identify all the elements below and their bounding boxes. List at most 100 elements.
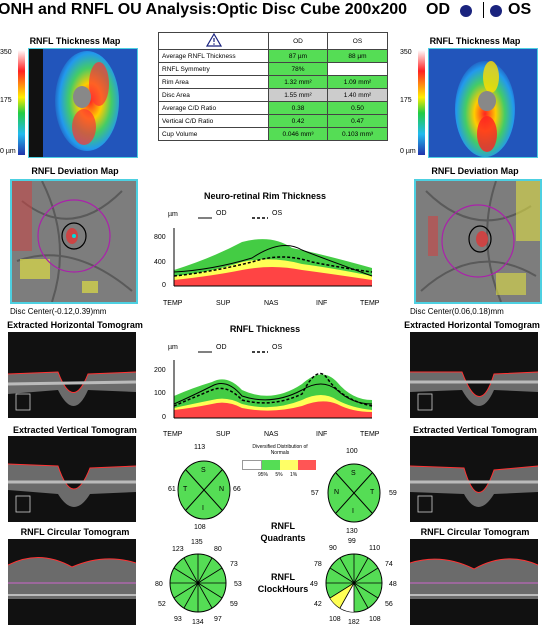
rnfl-xtick-temp-end: TEMP	[360, 431, 380, 438]
rnfl-xtick-sup: SUP	[216, 431, 231, 438]
table-row-label: Average RNFL Thickness	[158, 49, 269, 63]
clockhours-label-line1: RNFL	[271, 572, 295, 582]
os-quadrant-n-letter: N	[334, 489, 340, 496]
rnfl-ytick-100: 100	[154, 390, 166, 397]
right-vertical-label: Extracted Vertical Tomogram	[413, 425, 537, 435]
right-disc-center: Disc Center(0.06,0.18)mm	[410, 307, 504, 316]
percentile-95: 95%	[258, 472, 269, 478]
table-cell-od: 0.42	[268, 114, 328, 128]
warning-icon-cell	[158, 32, 269, 50]
quadrants-label-line2: Quadrants	[260, 533, 306, 543]
od-eye-icon	[460, 5, 472, 17]
left-vertical-tomogram-image	[8, 436, 136, 522]
rnfl-ytick-200: 200	[154, 367, 166, 374]
rim-ytick-0: 0	[162, 282, 166, 289]
os-quadrant-s-value: 100	[346, 448, 358, 455]
rim-chart-unit: µm	[168, 211, 178, 218]
right-circular-tomogram	[410, 539, 538, 625]
left-thickness-map-label: RNFL Thickness Map	[29, 36, 121, 46]
os-quadrant-n-value: 57	[311, 490, 319, 497]
distribution-swatches	[242, 460, 316, 470]
left-horizontal-tomogram-image	[8, 332, 136, 418]
right-horizontal-label: Extracted Horizontal Tomogram	[404, 320, 540, 330]
od-quadrant-s-value: 113	[194, 444, 206, 451]
rim-chart-svg	[173, 228, 373, 287]
od-clock-value: 52	[158, 601, 166, 608]
os-quadrant-i-value: 130	[346, 528, 358, 535]
os-eye-icon	[490, 5, 502, 17]
table-row-label: Rim Area	[158, 75, 269, 89]
left-circular-tomogram-image	[8, 539, 136, 625]
od-clock-value: 53	[234, 581, 242, 588]
rnfl-chart-title: RNFL Thickness	[229, 324, 301, 334]
od-clock-value: 80	[214, 546, 222, 553]
rim-legend-od: OD	[216, 210, 227, 217]
table-cell-os: 0.47	[327, 114, 388, 128]
rim-xtick-inf: INF	[316, 300, 328, 307]
left-circular-label: RNFL Circular Tomogram	[20, 527, 130, 537]
parameters-table: OD OS Average RNFL Thickness 87 µm 88 µm…	[158, 32, 388, 141]
rim-chart-title: Neuro-retinal Rim Thickness	[203, 191, 327, 201]
right-scale-top: 350	[400, 49, 412, 56]
left-horizontal-tomogram	[8, 332, 136, 418]
distribution-percentiles: 95% 5% 1%	[258, 472, 318, 478]
table-row-label: RNFL Symmetry	[158, 62, 269, 76]
left-scale-top: 350	[0, 49, 12, 56]
od-quadrant-diagram	[176, 459, 232, 526]
left-disc-center: Disc Center(-0.12,0.39)mm	[10, 307, 107, 316]
left-scale-bottom: 0 µm	[0, 148, 16, 155]
distribution-title: Diversified Distribution of Normals	[252, 444, 308, 456]
os-clock-value: 78	[314, 561, 322, 568]
left-thickness-map-image	[29, 49, 137, 157]
left-vertical-tomogram	[8, 436, 136, 522]
od-quadrant-svg	[177, 460, 231, 520]
od-clock-value: 97	[214, 616, 222, 623]
right-scale-bottom: 0 µm	[400, 148, 416, 155]
header-divider	[483, 2, 484, 18]
os-quadrant-t-value: 59	[389, 490, 397, 497]
od-quadrant-i-letter: I	[202, 505, 204, 512]
table-cell-od: 78%	[268, 62, 328, 76]
os-clock-value: 110	[369, 545, 381, 552]
table-cell-os: 0.50	[327, 101, 388, 115]
os-clock-value: 56	[385, 601, 393, 608]
rnfl-legend-lines	[198, 351, 268, 353]
rim-chart-plot	[172, 228, 376, 297]
percentile-1: 1%	[290, 472, 298, 478]
table-cell-os: 88 µm	[327, 49, 388, 63]
right-scale-mid: 175	[400, 97, 412, 104]
table-cell-os: 0.103 mm³	[327, 127, 388, 141]
os-quadrant-svg	[327, 463, 381, 523]
rnfl-ytick-0: 0	[162, 414, 166, 421]
right-deviation-map	[414, 179, 542, 304]
os-quadrant-diagram	[326, 462, 382, 529]
table-header-os: OS	[327, 32, 388, 50]
clockhours-label-line2: ClockHours	[257, 584, 309, 594]
table-row-label: Average C/D Ratio	[158, 101, 269, 115]
table-cell-od: 0.046 mm³	[268, 127, 328, 141]
os-clock-value: 48	[389, 581, 397, 588]
os-clock-value: 108	[369, 616, 381, 623]
os-clock-value: 182	[348, 619, 360, 626]
rnfl-legend-os: OS	[272, 344, 283, 351]
percentile-5: 5%	[275, 472, 283, 478]
left-thickness-map	[28, 48, 138, 158]
right-horizontal-tomogram	[410, 332, 538, 418]
left-deviation-map-image	[12, 181, 136, 302]
od-clock-value: 93	[174, 616, 182, 623]
rim-xtick-temp-end: TEMP	[360, 300, 380, 307]
left-circular-tomogram	[8, 539, 136, 625]
os-quadrant-s-letter: S	[351, 470, 356, 477]
os-clock-value: 49	[310, 581, 318, 588]
table-cell-os: 1.40 mm²	[327, 88, 388, 102]
quadrants-label-line1: RNFL	[271, 521, 295, 531]
os-clockhour-svg	[325, 553, 383, 613]
swatch-yellow	[280, 460, 298, 470]
os-clock-value: 74	[385, 561, 393, 568]
table-header-od: OD	[268, 32, 328, 50]
od-quadrant-s-letter: S	[201, 467, 206, 474]
od-clock-value: 135	[191, 539, 203, 546]
od-clock-value: 134	[192, 619, 204, 626]
os-quadrant-t-letter: T	[370, 489, 375, 496]
os-quadrant-i-letter: I	[352, 508, 354, 515]
